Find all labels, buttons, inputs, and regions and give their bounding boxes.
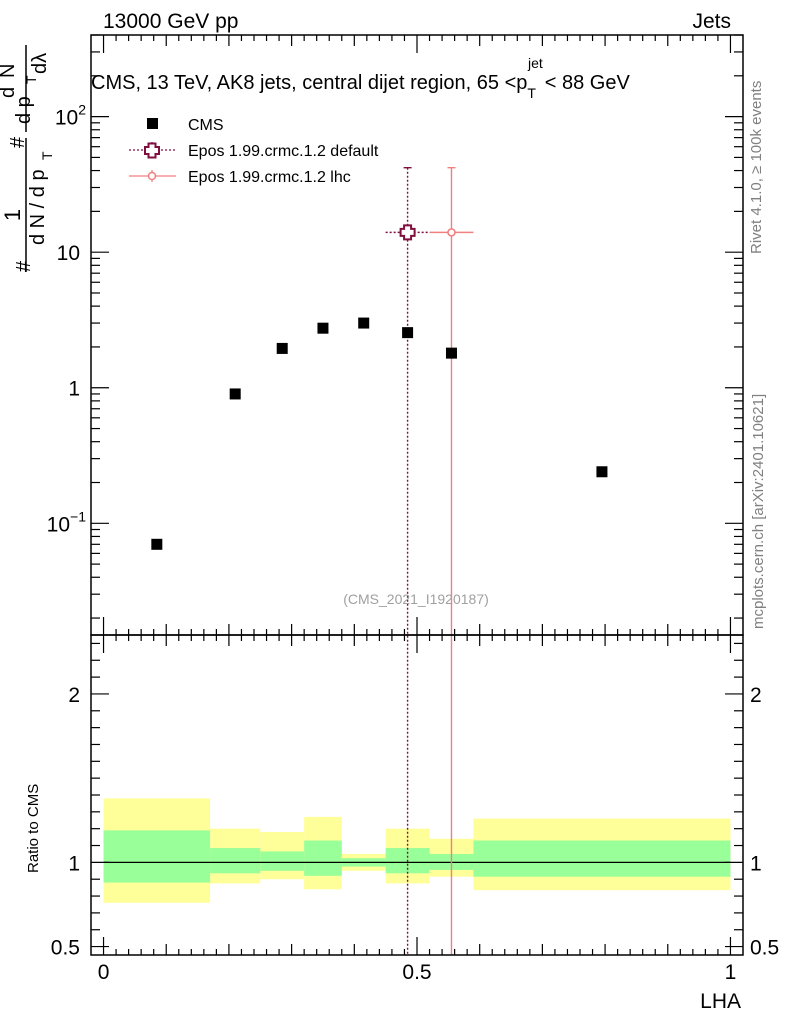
ratio-ytick-label-right-1: 1 — [750, 852, 762, 875]
main-title-sub: T — [527, 85, 536, 101]
main-title: CMS, 13 TeV, AK8 jets, central dijet reg… — [91, 55, 630, 101]
main-title-sup: jet — [527, 55, 543, 71]
ylabel-hash-1: # — [13, 260, 35, 272]
header-left: 13000 GeV pp — [103, 10, 238, 33]
ratio-plot-frame — [90, 634, 744, 956]
ratio-band-inner-2 — [260, 851, 305, 871]
cms-point-0 — [151, 538, 163, 550]
mcplots-label: mcplots.cern.ch [arXiv:2401.10621] — [750, 394, 767, 629]
ylabel-dp: d p — [13, 96, 35, 124]
data-series — [151, 166, 608, 955]
ratio-axis-ticks: 0.5 0.5 1 1 2 2 0 0.5 1 — [51, 635, 779, 984]
cms-point-1 — [229, 388, 241, 400]
ratio-ytick-label-right-2: 2 — [750, 684, 762, 707]
legend-label-epos-lhc: Epos 1.99.crmc.1.2 lhc — [188, 169, 351, 186]
main-title-end: < 88 GeV — [545, 72, 631, 94]
ratio-ytick-label-left-1: 1 — [68, 852, 80, 875]
cms-point-3 — [317, 322, 329, 334]
ylabel-n: N — [0, 64, 19, 78]
main-axis-ticks: 102 10 1 10−1 — [47, 34, 743, 635]
ratio-ytick-label-right-0: 0.5 — [750, 937, 779, 960]
ratio-band-inner-7 — [473, 840, 731, 877]
epos-lhc-point — [447, 228, 456, 237]
ylabel-one: 1 — [0, 209, 25, 221]
legend-marker-cms — [147, 118, 158, 129]
ylabel-dn: d N / d p — [27, 169, 49, 245]
ratio-band-inner-1 — [210, 848, 261, 874]
main-ytick-label-2: 1 — [68, 378, 80, 401]
rivet-label: Rivet 4.1.0, ≥ 100k events — [748, 81, 765, 254]
legend-label-cms: CMS — [188, 117, 224, 134]
ylabel-dp-sub: T — [23, 75, 39, 84]
legend-marker-epos-lhc — [147, 171, 157, 181]
legend: CMS Epos 1.99.crmc.1.2 default Epos 1.99… — [129, 117, 379, 186]
analysis-watermark: (CMS_2021_I1920187) — [343, 591, 489, 607]
x-tick-label-2: 1 — [725, 961, 737, 984]
main-ytick-label-3: 10−1 — [47, 508, 87, 536]
legend-marker-epos-default — [144, 142, 160, 159]
cms-point-2 — [276, 342, 288, 354]
legend-label-epos-default: Epos 1.99.crmc.1.2 default — [188, 143, 379, 160]
ylabel-dlambda: dλ — [29, 53, 51, 74]
cms-point-4 — [358, 317, 370, 329]
x-tick-label-1: 0.5 — [402, 961, 431, 984]
ylabel-dn-sub: T — [39, 151, 55, 160]
main-ytick-label-0: 102 — [55, 102, 86, 130]
main-ylabel: # 1 d N / d p T # d p T d N dλ — [0, 45, 55, 272]
header-right: Jets — [692, 10, 731, 33]
ratio-bands — [103, 798, 731, 903]
cms-point-5 — [402, 327, 414, 339]
x-axis-label: LHA — [700, 990, 741, 1013]
cms-point-6 — [445, 347, 457, 359]
cms-point-7 — [596, 466, 608, 478]
epos-default-point — [399, 224, 416, 241]
ylabel-hash-2: # — [7, 136, 29, 148]
x-tick-label-0: 0 — [98, 961, 110, 984]
ratio-band-inner-3 — [304, 840, 342, 876]
main-ytick-label-1: 10 — [57, 242, 80, 265]
main-title-text: CMS, 13 TeV, AK8 jets, central dijet reg… — [91, 72, 527, 94]
ylabel-d2: d — [0, 87, 19, 98]
ratio-ytick-label-left-0: 0.5 — [51, 937, 80, 960]
ratio-ylabel: Ratio to CMS — [25, 784, 42, 873]
ratio-band-inner-0 — [103, 830, 211, 883]
ratio-ytick-label-left-2: 2 — [68, 684, 80, 707]
